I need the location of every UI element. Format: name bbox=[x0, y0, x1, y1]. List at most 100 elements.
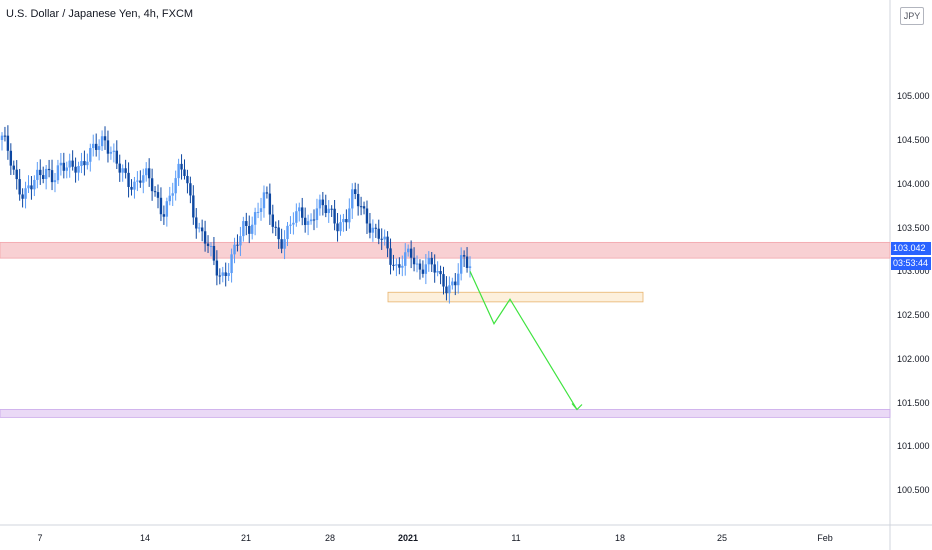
candle-body bbox=[389, 248, 392, 265]
candle-body bbox=[459, 255, 463, 274]
candle-body bbox=[65, 167, 68, 171]
candle-body bbox=[100, 136, 104, 147]
candle-body bbox=[30, 185, 33, 190]
candle-body bbox=[36, 169, 39, 180]
candle-body bbox=[274, 226, 277, 228]
candle-body bbox=[218, 275, 222, 277]
candle-body bbox=[451, 281, 454, 286]
candle-body bbox=[174, 178, 177, 194]
candle-body bbox=[253, 212, 257, 225]
candle-body bbox=[183, 169, 186, 176]
candle-body bbox=[327, 208, 330, 214]
candle-body bbox=[136, 180, 139, 182]
candle-body bbox=[15, 169, 18, 180]
candle-body bbox=[256, 211, 260, 213]
candle-body bbox=[68, 160, 71, 168]
candle-body bbox=[442, 274, 445, 287]
candle-body bbox=[448, 285, 451, 294]
candle-body bbox=[418, 263, 422, 270]
candle-body bbox=[433, 264, 436, 273]
candle-body bbox=[203, 231, 207, 244]
candle-body bbox=[298, 207, 301, 212]
support-zone bbox=[387, 291, 644, 303]
candle-body bbox=[392, 264, 395, 266]
resistance-zone bbox=[0, 241, 891, 259]
candle-body bbox=[97, 146, 101, 150]
candle-body bbox=[280, 239, 283, 249]
y-tick-label: 100.500 bbox=[897, 485, 930, 495]
candle-body bbox=[354, 189, 357, 194]
candle-body bbox=[342, 219, 345, 223]
candle-body bbox=[362, 206, 366, 209]
candle-body bbox=[406, 248, 410, 253]
candle-body bbox=[436, 271, 439, 273]
candle-body bbox=[92, 143, 95, 149]
candle-body bbox=[56, 165, 60, 181]
candle-body bbox=[168, 195, 171, 202]
candle-body bbox=[133, 181, 136, 190]
candle-body bbox=[424, 264, 428, 274]
candle-body bbox=[271, 214, 274, 227]
candle-body bbox=[0, 135, 4, 140]
candle-body bbox=[289, 224, 292, 226]
chart-title: U.S. Dollar / Japanese Yen, 4h, FXCM bbox=[6, 8, 194, 20]
candle-body bbox=[47, 168, 51, 171]
x-tick-label: 14 bbox=[139, 533, 151, 543]
x-tick-label: 18 bbox=[614, 533, 626, 543]
candle-body bbox=[142, 175, 145, 183]
candle-body bbox=[374, 227, 378, 229]
candle-body bbox=[421, 269, 425, 274]
candle-body bbox=[171, 193, 174, 196]
candle-body bbox=[386, 236, 389, 249]
x-tick-label: 11 bbox=[511, 533, 521, 543]
x-tick-label: 2021 bbox=[397, 533, 419, 543]
candle-body bbox=[262, 192, 266, 209]
candle-body bbox=[180, 163, 183, 170]
candle-body bbox=[404, 252, 407, 266]
candle-body bbox=[345, 219, 348, 223]
candle-body bbox=[318, 199, 322, 209]
candle-body bbox=[457, 273, 460, 286]
candle-body bbox=[356, 193, 360, 207]
candle-body bbox=[200, 227, 204, 232]
x-tick-label: 25 bbox=[716, 533, 728, 543]
candle-body bbox=[227, 273, 230, 276]
candle-body bbox=[359, 206, 363, 208]
candle-body bbox=[195, 217, 198, 229]
candle-body bbox=[380, 238, 383, 240]
candle-body bbox=[330, 208, 333, 210]
candle-body bbox=[177, 163, 180, 179]
y-tick-label: 105.000 bbox=[897, 91, 930, 102]
candle-body bbox=[401, 265, 404, 268]
candle-body bbox=[12, 165, 15, 170]
x-tick-label: 28 bbox=[324, 533, 336, 543]
candle-body bbox=[198, 227, 201, 229]
candle-body bbox=[42, 175, 45, 179]
candle-body bbox=[415, 263, 419, 265]
y-tick-label: 104.500 bbox=[897, 135, 930, 145]
plot-area[interactable] bbox=[0, 0, 890, 525]
candle-body bbox=[124, 168, 127, 173]
candle-body bbox=[24, 188, 27, 199]
y-tick-label: 104.000 bbox=[897, 178, 930, 189]
candle-body bbox=[156, 192, 160, 198]
candle-body bbox=[250, 224, 254, 234]
target-zone bbox=[0, 409, 891, 418]
candle-body bbox=[301, 207, 304, 218]
projection-path bbox=[469, 271, 578, 410]
candle-body bbox=[383, 236, 386, 240]
currency-badge[interactable]: JPY bbox=[900, 7, 924, 25]
y-tick-label: 103.500 bbox=[897, 222, 930, 233]
candle-body bbox=[94, 143, 98, 150]
projection-arrowhead bbox=[571, 403, 583, 411]
candle-body bbox=[242, 221, 245, 237]
y-tick-label: 101.500 bbox=[897, 397, 930, 408]
candle-body bbox=[39, 169, 42, 176]
candle-body bbox=[468, 266, 472, 268]
candle-body bbox=[89, 148, 92, 162]
y-tick-label: 103.000 bbox=[897, 266, 930, 277]
candle-body bbox=[109, 151, 113, 154]
candle-body bbox=[462, 255, 466, 257]
candle-body bbox=[368, 223, 372, 233]
